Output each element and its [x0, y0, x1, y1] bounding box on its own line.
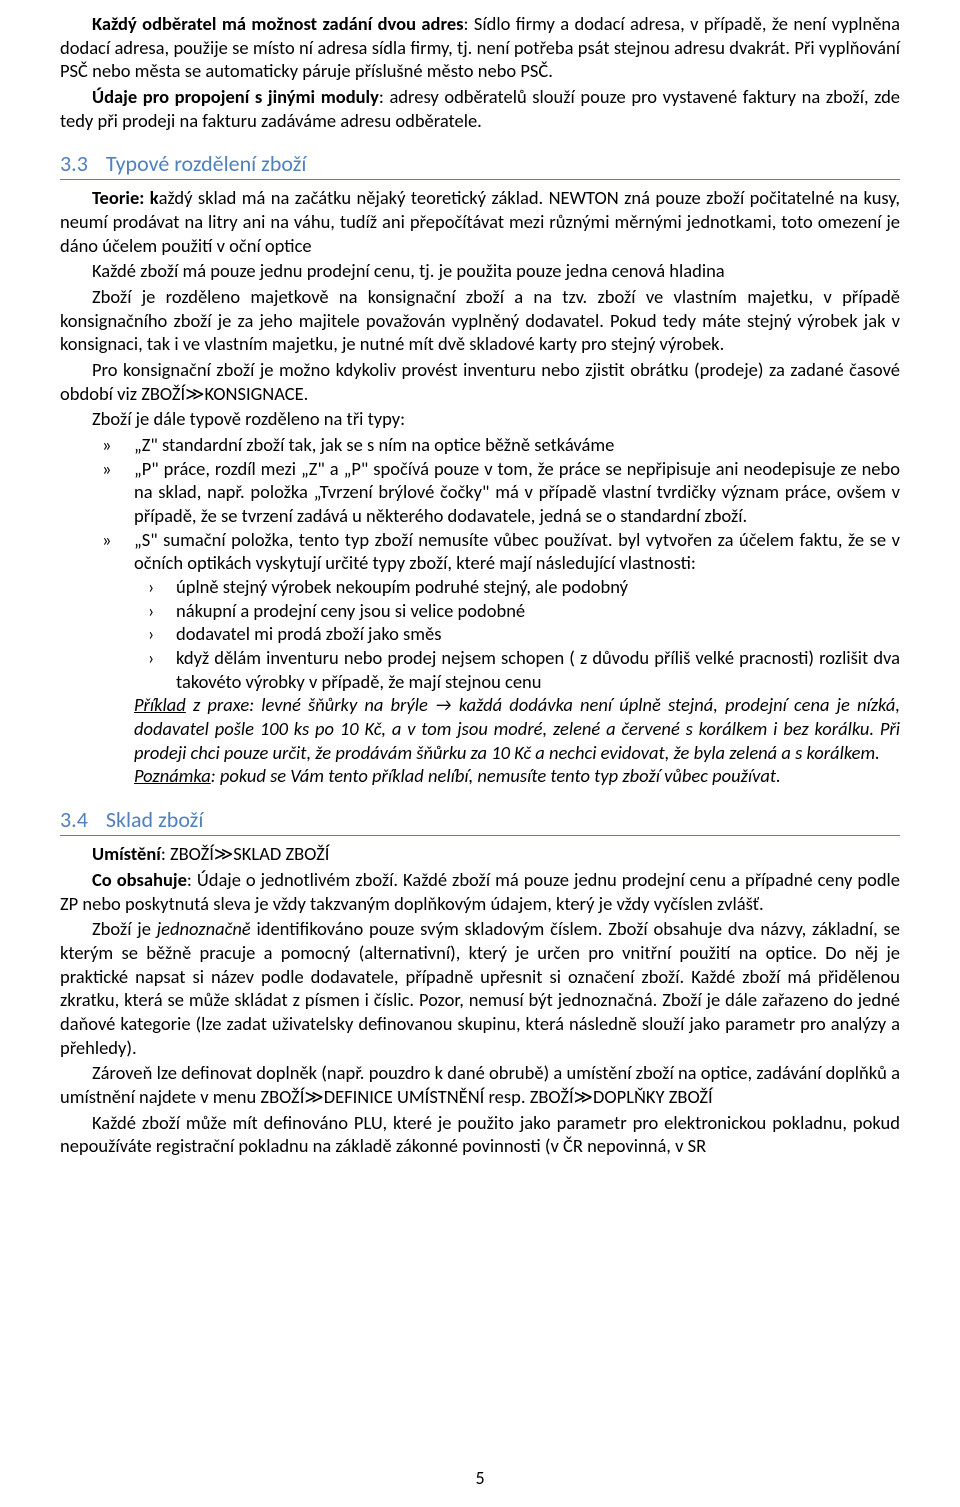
sub-s-3: když dělám inventuru nebo prodej nejsem …	[60, 646, 900, 693]
bullet-p: „P" práce, rozdíl mezi „Z" a „P" spočívá…	[60, 457, 900, 528]
bullet-list-types: „Z" standardní zboží tak, jak se s ním n…	[60, 433, 900, 575]
intro-para-1: Každý odběratel má možnost zadání dvou a…	[60, 12, 900, 83]
section-title-3-3: Typové rozdělení zboží	[106, 150, 307, 177]
s34-para-2: Co obsahuje: Údaje o jednotlivém zboží. …	[60, 868, 900, 915]
s34-text-1: : ZBOŽÍ≫SKLAD ZBOŽÍ	[161, 842, 330, 865]
note-block: Poznámka: pokud se Vám tento příklad nel…	[60, 764, 900, 788]
example-block: Příklad z praxe: levné šňůrky na brýle →…	[60, 693, 900, 764]
section-num-3-3: 3.3	[60, 150, 88, 177]
s34-para-1: Umístění: ZBOŽÍ≫SKLAD ZBOŽÍ	[60, 842, 900, 866]
section-title-3-4: Sklad zboží	[106, 806, 204, 833]
s33-para-2: Každé zboží má pouze jednu prodejní cenu…	[60, 259, 900, 283]
s34-para-4: Zároveň lze definovat doplněk (např. pou…	[60, 1061, 900, 1108]
s33-para-1: Teorie: každý sklad má na začátku nějaký…	[60, 186, 900, 257]
s33-text-1: aždý sklad má na začátku nějaký teoretic…	[60, 186, 900, 256]
s34-p3-pre: Zboží je	[92, 917, 157, 940]
sub-s-2: dodavatel mi prodá zboží jako směs	[60, 622, 900, 646]
s33-para-5: Zboží je dále typově rozděleno na tři ty…	[60, 407, 900, 431]
intro-para-2: Údaje pro propojení s jinými moduly: adr…	[60, 85, 900, 132]
document-page: Každý odběratel má možnost zadání dvou a…	[0, 0, 960, 1507]
sub-s-1: nákupní a prodejní ceny jsou si velice p…	[60, 599, 900, 623]
sub-s-0: úplně stejný výrobek nekoupím podruhé st…	[60, 575, 900, 599]
s34-para-3: Zboží je jednoznačně identifikováno pouz…	[60, 917, 900, 1059]
note-text: : pokud se Vám tento příklad nelíbí, nem…	[211, 764, 781, 787]
s33-bold-1: Teorie: k	[92, 186, 159, 209]
bullet-z: „Z" standardní zboží tak, jak se s ním n…	[60, 433, 900, 457]
s34-bold-1: Umístění	[92, 842, 161, 865]
bullet-s: „S" sumační položka, tento typ zboží nem…	[60, 528, 900, 575]
note-label: Poznámka	[134, 764, 211, 787]
intro-bold-1: Každý odběratel má možnost zadání dvou a…	[92, 12, 464, 35]
s34-p3-italic: jednoznačně	[157, 917, 251, 940]
example-label: Příklad	[134, 693, 186, 716]
s34-para-5: Každé zboží může mít definováno PLU, kte…	[60, 1111, 900, 1158]
section-num-3-4: 3.4	[60, 806, 88, 833]
section-heading-3-3: 3.3 Typové rozdělení zboží	[60, 150, 900, 180]
sub-list-s: úplně stejný výrobek nekoupím podruhé st…	[60, 575, 900, 693]
s34-text-2: : Údaje o jednotlivém zboží. Každé zboží…	[60, 868, 900, 915]
example-text: z praxe: levné šňůrky na brýle → každá d…	[134, 693, 900, 763]
s33-para-4: Pro konsignační zboží je možno kdykoliv …	[60, 358, 900, 405]
section-heading-3-4: 3.4 Sklad zboží	[60, 806, 900, 836]
page-number: 5	[0, 1467, 960, 1489]
s33-para-3: Zboží je rozděleno majetkově na konsigna…	[60, 285, 900, 356]
s34-bold-2: Co obsahuje	[92, 868, 187, 891]
intro-bold-2: Údaje pro propojení s jinými moduly	[92, 85, 379, 108]
